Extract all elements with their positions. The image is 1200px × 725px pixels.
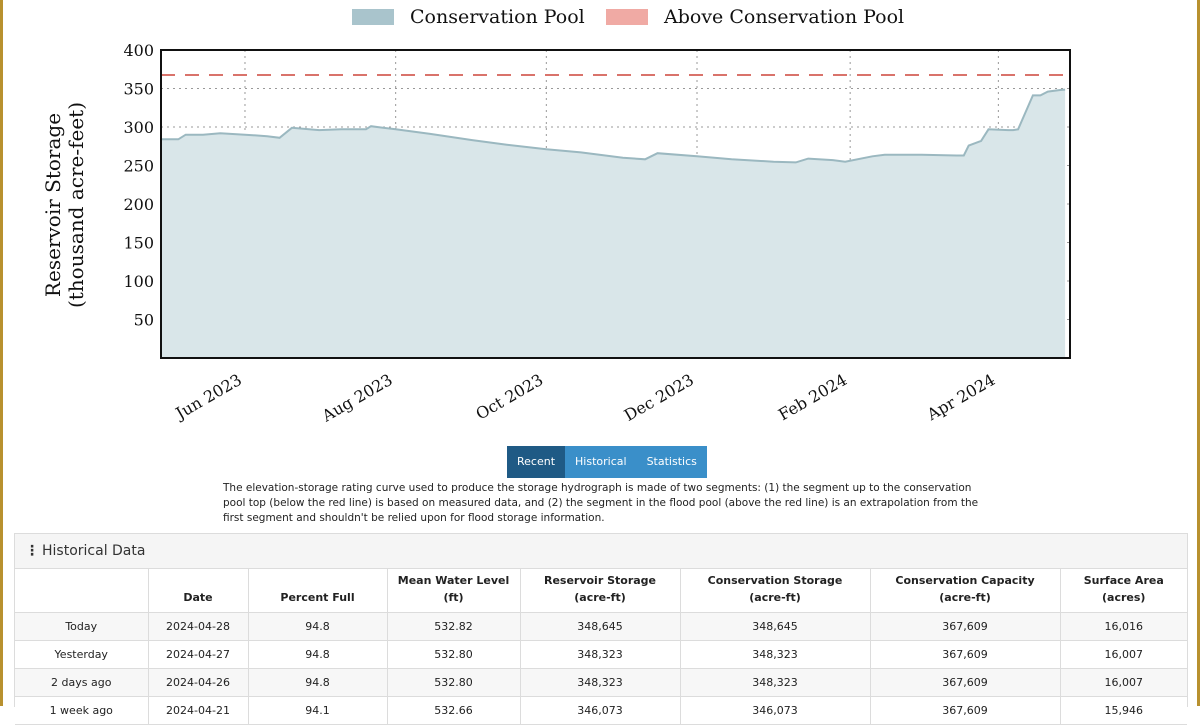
column-header-line1: Conservation Capacity — [895, 574, 1035, 587]
column-header-line2: (acres) — [1102, 591, 1146, 604]
rating-curve-note: The elevation-storage rating curve used … — [223, 482, 979, 524]
y-tick-label: 300 — [123, 118, 154, 137]
y-tick-label: 250 — [123, 157, 154, 176]
table-cell: 532.80 — [387, 668, 521, 697]
table-cell: 2024-04-27 — [148, 640, 249, 669]
table-cell: 367,609 — [870, 640, 1061, 669]
y-tick-label: 200 — [123, 195, 154, 214]
x-tick-label: Apr 2024 — [923, 370, 999, 425]
recent-button[interactable]: Recent — [507, 446, 566, 478]
column-header-line1: Conservation Storage — [707, 574, 843, 587]
chart-legend: Conservation Pool Above Conservation Poo… — [0, 4, 1200, 30]
table-cell: 348,323 — [520, 668, 681, 697]
table-row: Yesterday 2024-04-27 94.8 532.80 348,323 348,… — [15, 640, 1187, 669]
table-cell: 346,073 — [680, 696, 871, 725]
table-row: 2 days ago 2024-04-26 94.8 532.80 348,323 348… — [15, 668, 1187, 697]
plot-border — [160, 49, 1071, 359]
y-tick-label: 400 — [123, 41, 154, 60]
column-header-line2: (ft) — [443, 591, 464, 604]
table-cell: 367,609 — [870, 612, 1061, 641]
table-cell: 348,323 — [520, 640, 681, 669]
legend-swatch-above — [606, 9, 648, 25]
table-cell: 367,609 — [870, 668, 1061, 697]
table-cell: 15,946 — [1060, 696, 1187, 725]
table-cell: 94.8 — [248, 668, 388, 697]
legend-item-above[interactable]: Above Conservation Pool — [606, 4, 904, 30]
table-cell: 16,007 — [1060, 640, 1187, 669]
storage-chart: 50 100 150 200 250 300 350 400 Jun 2023 Aug 2023 O… — [123, 41, 1071, 426]
table-cell: 2 days ago — [15, 668, 149, 697]
conservation-pool-line — [161, 88, 1066, 164]
table-cell: 348,645 — [680, 612, 871, 641]
y-tick-label: 150 — [123, 234, 154, 253]
x-tick-label: Dec 2023 — [621, 370, 697, 425]
x-tick-label: Oct 2023 — [472, 370, 546, 424]
column-header-line1: Surface Area — [1083, 574, 1164, 587]
legend-label-conservation: Conservation Pool — [410, 6, 585, 28]
legend-item-conservation[interactable]: Conservation Pool — [352, 4, 585, 30]
statistics-button[interactable]: Statistics — [636, 446, 707, 478]
table-column-header: Date — [148, 569, 249, 613]
table-cell: 2024-04-21 — [148, 696, 249, 725]
table-cell: 532.66 — [387, 696, 521, 725]
table-column-header: Percent Full — [248, 569, 388, 613]
table-header-row: Date Percent Full Mean Water Level (ft) Rese… — [15, 569, 1187, 613]
table-body: Today 2024-04-28 94.8 532.82 348,645 348,645 3… — [15, 612, 1187, 725]
historical-data-header: ⋮ Historical Data — [15, 534, 1187, 569]
y-tick-label: 350 — [123, 80, 154, 99]
table-cell: 1 week ago — [15, 696, 149, 725]
table-cell: 94.1 — [248, 696, 388, 725]
table-cell: 532.82 — [387, 612, 521, 641]
table-cell: 16,007 — [1060, 668, 1187, 697]
table-row: 1 week ago 2024-04-21 94.1 532.66 346,073 346… — [15, 696, 1187, 725]
conservation-pool-area — [161, 89, 1066, 358]
table-cell: 532.80 — [387, 640, 521, 669]
table-column-header — [15, 569, 149, 613]
table-column-header: Reservoir Storage (acre-ft) — [520, 569, 681, 613]
y-tick-label: 50 — [134, 311, 154, 330]
right-frame-border — [1197, 0, 1200, 706]
table-cell: 348,645 — [520, 612, 681, 641]
table-column-header: Conservation Storage (acre-ft) — [680, 569, 871, 613]
column-header-line1: Mean Water Level — [397, 574, 510, 587]
column-header-line2: (acre-ft) — [749, 591, 801, 604]
x-tick-label: Feb 2024 — [775, 370, 850, 424]
table-cell: 348,323 — [680, 640, 871, 669]
table-column-header: Conservation Capacity (acre-ft) — [870, 569, 1061, 613]
column-header-line2: Date — [183, 591, 213, 604]
view-button-group: Recent Historical Statistics — [507, 446, 707, 478]
table-cell: 2024-04-26 — [148, 668, 249, 697]
column-header-line2: (acre-ft) — [574, 591, 626, 604]
x-tick-label: Jun 2023 — [171, 370, 245, 424]
column-header-line1: Reservoir Storage — [543, 574, 657, 587]
table-cell: 346,073 — [520, 696, 681, 725]
table-cell: 348,323 — [680, 668, 871, 697]
historical-button[interactable]: Historical — [565, 446, 637, 478]
historical-data-title: Historical Data — [42, 543, 146, 559]
table-column-header: Surface Area (acres) — [1060, 569, 1187, 613]
vertical-dots-icon: ⋮ — [25, 543, 39, 559]
historical-data-table: Date Percent Full Mean Water Level (ft) Rese… — [15, 569, 1187, 725]
table-cell: 94.8 — [248, 640, 388, 669]
table-column-header: Mean Water Level (ft) — [387, 569, 521, 613]
legend-swatch-conservation — [352, 9, 394, 25]
legend-label-above: Above Conservation Pool — [664, 6, 905, 28]
table-cell: 16,016 — [1060, 612, 1187, 641]
table-cell: 367,609 — [870, 696, 1061, 725]
y-tick-label: 100 — [123, 272, 154, 291]
table-cell: Today — [15, 612, 149, 641]
table-cell: 94.8 — [248, 612, 388, 641]
x-tick-label: Aug 2023 — [318, 370, 396, 426]
table-cell: Yesterday — [15, 640, 149, 669]
left-frame-border — [0, 0, 3, 706]
historical-data-panel: ⋮ Historical Data Date Percent Full Mean Wa… — [14, 533, 1188, 725]
column-header-line2: (acre-ft) — [939, 591, 991, 604]
table-row: Today 2024-04-28 94.8 532.82 348,645 348,645 3… — [15, 612, 1187, 641]
table-cell: 2024-04-28 — [148, 612, 249, 641]
column-header-line2: Percent Full — [280, 591, 355, 604]
